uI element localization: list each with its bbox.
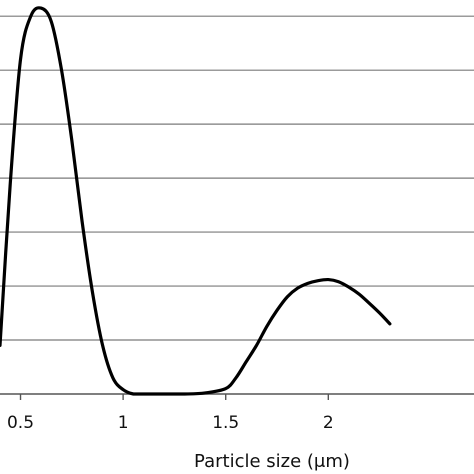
x-tick-label: 0.5 [7, 413, 34, 433]
x-tick-label: 1 [118, 413, 129, 433]
x-tick-label: 2 [323, 413, 334, 433]
x-axis-title: Particle size (μm) [194, 451, 350, 472]
x-axis-ticks: 0.5 1 1.5 2 [7, 394, 334, 433]
x-tick-label: 1.5 [212, 413, 239, 433]
size-distribution-line [0, 6, 392, 396]
gridlines [0, 15, 474, 341]
